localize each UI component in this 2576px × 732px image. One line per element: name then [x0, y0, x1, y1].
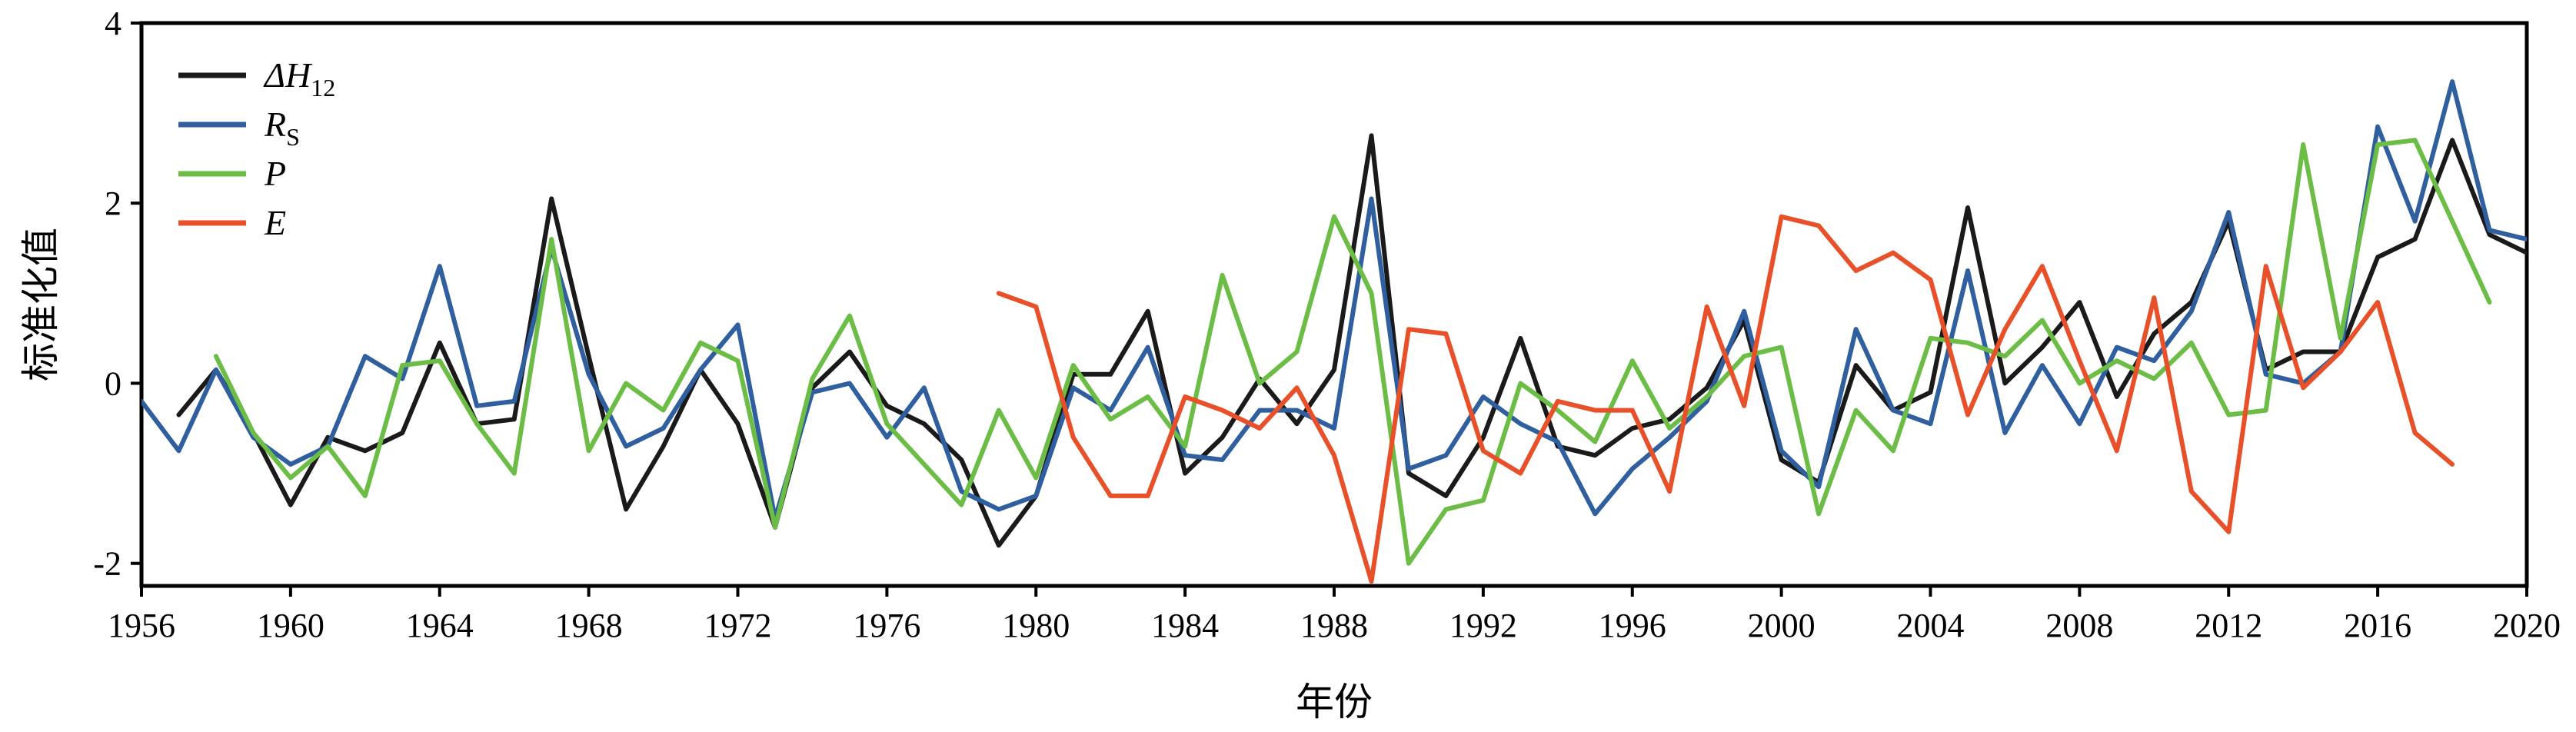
- x-tick-label: 1996: [1599, 607, 1666, 644]
- legend-label-main: R: [264, 105, 286, 144]
- series-line-Rs: [141, 79, 2527, 521]
- legend-label-E: E: [264, 203, 286, 242]
- y-tick-label: 2: [105, 185, 121, 222]
- y-tick-label: -2: [93, 545, 121, 583]
- legend-label-dH12: ΔH12: [263, 55, 335, 101]
- x-tick-label: 1968: [555, 607, 623, 644]
- x-tick-label: 1972: [704, 607, 772, 644]
- series-line-P: [213, 138, 2492, 566]
- x-tick-label: 1960: [257, 607, 324, 644]
- legend-label-main: E: [264, 203, 286, 242]
- x-tick-label: 2012: [2195, 607, 2262, 644]
- legend-label-Rs: RS: [264, 105, 300, 151]
- x-tick-label: 1988: [1300, 607, 1368, 644]
- y-tick-label: 4: [105, 5, 121, 42]
- legend-label-subscript: 12: [311, 74, 335, 101]
- x-axis-title: 年份: [1296, 680, 1373, 724]
- x-tick-label: 2008: [2045, 607, 2113, 644]
- x-tick-label: 2000: [1748, 607, 1816, 644]
- legend-label-main: P: [264, 154, 286, 193]
- y-axis-title: 标准化值: [18, 228, 63, 381]
- x-tick-label: 2016: [2344, 607, 2411, 644]
- x-tick-label: 2020: [2493, 607, 2561, 644]
- x-tick-label: 1976: [853, 607, 920, 644]
- x-tick-label: 1956: [108, 607, 175, 644]
- series-line-E: [996, 214, 2455, 584]
- x-tick-label: 1984: [1151, 607, 1219, 644]
- x-tick-label: 1964: [406, 607, 474, 644]
- legend-label-P: P: [264, 154, 286, 193]
- y-tick-label: 0: [105, 364, 121, 402]
- x-tick-label: 1980: [1002, 607, 1070, 644]
- x-tick-label: 2004: [1897, 607, 1965, 644]
- series-layer: [141, 79, 2527, 584]
- x-tick-label: 1992: [1449, 607, 1517, 644]
- ticks-layer: 1956 1960 1964 1968 1972 1976 1980 1984 1988 1992…: [93, 5, 2561, 644]
- plot-frame: [139, 21, 2529, 588]
- legend-label-main: ΔH: [263, 55, 313, 95]
- legend-label-subscript: S: [286, 123, 300, 151]
